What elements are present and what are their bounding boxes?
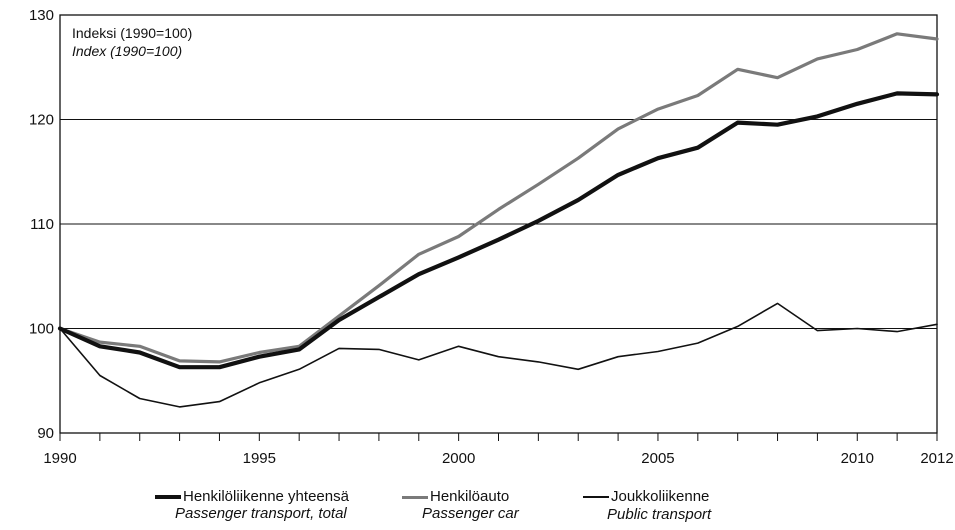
legend-swatch-car	[402, 496, 428, 499]
legend-swatch-total	[155, 495, 181, 499]
gridlines	[60, 119, 937, 329]
x-tick-label-2012: 2012	[920, 450, 953, 467]
legend: Henkilöliikenne yhteensä Passenger trans…	[0, 488, 955, 530]
x-tick-label-1990: 1990	[43, 450, 76, 467]
series-lines	[57, 32, 940, 408]
x-tick-label-1995: 1995	[243, 450, 276, 467]
legend-label-car: Henkilöauto	[430, 488, 510, 505]
legend-label-total: Henkilöliikenne yhteensä	[183, 488, 349, 505]
series-line-total	[57, 91, 940, 370]
y-tick-label-130: 130	[29, 7, 54, 24]
index-note-fi: Indeksi (1990=100)	[72, 25, 192, 41]
y-tick-label-120: 120	[29, 112, 54, 129]
legend-sublabel-public: Public transport	[607, 506, 712, 523]
legend-item-total: Henkilöliikenne yhteensä Passenger trans…	[155, 488, 349, 522]
legend-sublabel-total: Passenger transport, total	[175, 505, 347, 522]
series-line-passenger-car	[58, 32, 939, 364]
y-tick-label-110: 110	[30, 216, 54, 233]
index-note-en: Index (1990=100)	[72, 43, 182, 59]
series-line-public-transport	[59, 302, 938, 408]
legend-swatch-public	[583, 496, 609, 498]
x-tick-label-2005: 2005	[641, 450, 674, 467]
y-tick-label-90: 90	[37, 425, 54, 442]
y-tick-label-100: 100	[29, 321, 54, 338]
x-tick-label-2010: 2010	[841, 450, 874, 467]
legend-label-public: Joukkoliikenne	[611, 488, 710, 505]
x-tick-label-2000: 2000	[442, 450, 475, 467]
legend-item-public: Joukkoliikenne Public transport	[583, 488, 711, 523]
axes: 90 100 110 120 130 1990 1995 2000 2005 2010 2012	[29, 7, 954, 467]
legend-item-car: Henkilöauto Passenger car	[402, 488, 519, 522]
legend-sublabel-car: Passenger car	[422, 505, 519, 522]
